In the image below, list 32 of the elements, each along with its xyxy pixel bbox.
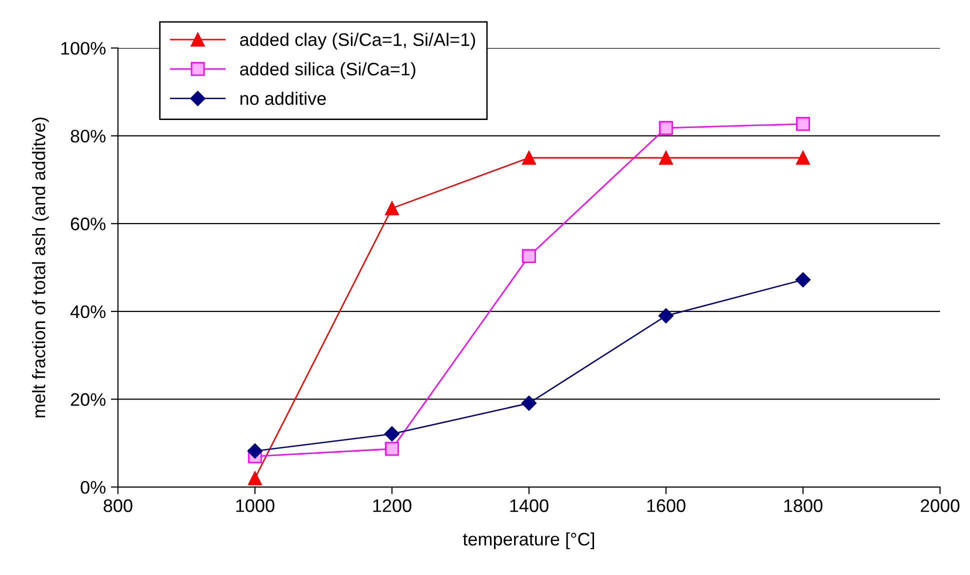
x-tick-label: 1800 <box>784 499 822 512</box>
point <box>795 272 811 288</box>
y-tick-label: 0% <box>80 480 106 494</box>
y-tick-label: 100% <box>61 42 106 55</box>
x-tick-label: 1400 <box>510 499 548 512</box>
x-tick-label: 1600 <box>647 499 686 512</box>
y-axis-title: melt fraction of total ash (and additve) <box>32 118 49 418</box>
point <box>384 426 400 442</box>
x-tick-label: 1000 <box>236 499 274 512</box>
point <box>659 120 673 135</box>
x-axis-title: temperature [°C] <box>462 532 594 550</box>
point <box>248 471 262 486</box>
point <box>796 117 810 131</box>
y-tick-label: 20% <box>70 393 106 406</box>
legend-label: no additive <box>240 92 326 105</box>
y-tick-label: 60% <box>70 218 106 230</box>
x-tick-label: 1200 <box>373 499 412 512</box>
point <box>659 150 673 165</box>
point <box>385 442 399 456</box>
point <box>247 443 263 459</box>
y-tick-label: 40% <box>70 305 106 318</box>
legend-label: added silica (Si/Ca=1) <box>240 62 416 80</box>
x-tick-label: 2000 <box>920 499 960 512</box>
point <box>796 150 810 165</box>
legend-label: added clay (Si/Ca=1, Si/Al=1) <box>240 32 476 50</box>
point <box>522 249 536 264</box>
point <box>385 201 399 216</box>
point <box>522 150 536 165</box>
x-tick-label: 800 <box>104 499 132 512</box>
y-tick-label: 80% <box>70 130 106 143</box>
point <box>521 396 537 411</box>
point <box>658 308 674 324</box>
